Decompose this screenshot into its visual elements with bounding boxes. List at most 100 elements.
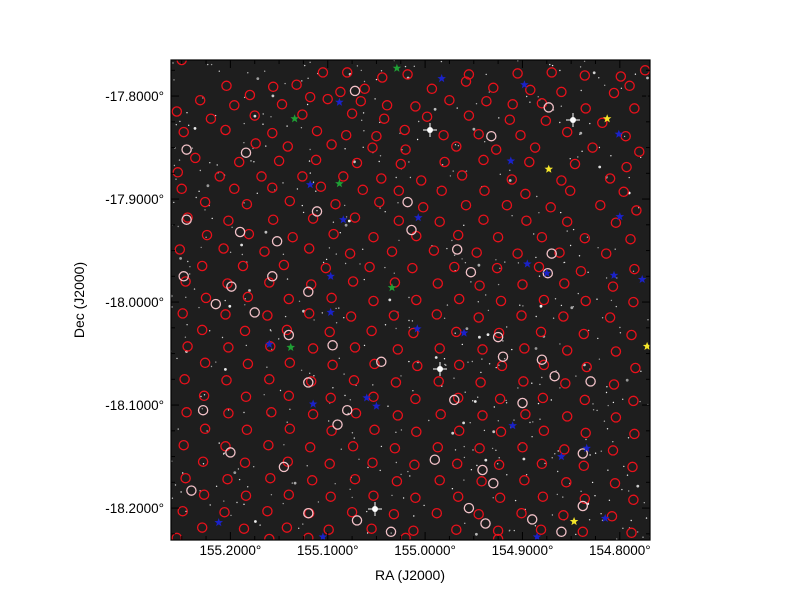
background-star — [380, 445, 383, 448]
background-star — [379, 121, 381, 124]
background-star — [626, 474, 629, 476]
red-circle-marker — [378, 113, 390, 124]
background-star — [498, 457, 500, 459]
background-star — [569, 244, 572, 247]
blue-star-marker — [557, 452, 566, 461]
background-star — [608, 499, 611, 501]
background-star — [407, 470, 409, 473]
source-markers — [171, 60, 650, 540]
red-circle-marker — [604, 312, 616, 323]
background-star — [328, 420, 330, 422]
red-circle-marker — [452, 491, 464, 502]
background-star — [286, 421, 288, 423]
background-star — [335, 307, 337, 310]
background-star — [499, 173, 501, 175]
background-star — [315, 190, 317, 192]
background-star — [237, 468, 240, 470]
background-star — [537, 96, 539, 98]
red-circle-marker — [303, 243, 315, 254]
background-star — [642, 536, 644, 538]
background-star — [340, 448, 342, 450]
x-tick-label: 154.8000° — [589, 543, 651, 558]
background-star — [506, 474, 508, 476]
background-star — [388, 298, 392, 302]
pink-circle-marker — [181, 214, 192, 225]
background-star — [409, 475, 411, 477]
background-star — [583, 60, 586, 62]
background-star — [328, 247, 331, 249]
background-star — [612, 401, 615, 404]
red-circle-marker — [395, 158, 407, 170]
background-star — [175, 124, 177, 126]
red-circle-marker — [628, 395, 639, 407]
background-star — [607, 404, 609, 407]
background-star — [230, 514, 232, 517]
background-star — [623, 135, 626, 138]
background-star — [173, 201, 175, 204]
red-circle-marker — [421, 111, 433, 122]
background-star — [293, 481, 297, 485]
background-star — [349, 399, 351, 401]
background-star — [486, 333, 490, 336]
red-circle-marker — [451, 458, 463, 470]
background-star — [579, 133, 581, 136]
background-star — [485, 73, 487, 76]
background-star — [344, 223, 348, 227]
red-circle-marker — [284, 423, 296, 435]
pink-circle-marker — [449, 394, 460, 406]
background-star — [630, 519, 632, 522]
background-star — [597, 337, 599, 340]
background-star — [640, 370, 642, 372]
red-circle-marker — [554, 247, 565, 258]
background-star — [643, 502, 645, 504]
background-star — [535, 256, 537, 259]
background-star — [601, 519, 604, 521]
background-star — [572, 228, 575, 231]
background-star — [171, 497, 174, 499]
background-star — [451, 431, 455, 435]
background-star — [477, 301, 479, 303]
background-star — [274, 189, 276, 191]
background-star — [560, 105, 562, 107]
blue-star-marker — [508, 421, 517, 430]
background-star — [434, 356, 438, 359]
red-circle-marker — [580, 427, 591, 439]
red-circle-marker — [493, 459, 505, 471]
background-star — [344, 394, 346, 397]
blue-star-marker — [265, 339, 274, 348]
red-circle-marker — [624, 80, 635, 92]
background-star — [343, 373, 345, 375]
background-star — [464, 262, 467, 264]
background-star — [393, 272, 395, 274]
background-star — [174, 484, 177, 486]
background-star — [443, 317, 446, 319]
x-tick-label: 155.0000° — [394, 543, 456, 558]
blue-star-marker — [413, 324, 422, 333]
background-star — [529, 101, 531, 103]
y-tick-label: -18.0000° — [105, 295, 164, 310]
red-circle-marker — [267, 81, 279, 93]
background-star — [177, 428, 179, 430]
background-star — [172, 62, 174, 64]
blue-star-marker — [582, 443, 591, 452]
background-star — [612, 441, 614, 443]
red-circle-marker — [229, 183, 240, 195]
background-star — [335, 322, 338, 324]
background-star — [221, 336, 224, 339]
background-star — [514, 499, 517, 502]
background-star — [195, 196, 197, 199]
background-star — [300, 127, 303, 129]
background-star — [301, 80, 303, 82]
red-circle-marker — [325, 491, 336, 502]
background-star — [551, 64, 554, 67]
background-star — [522, 305, 524, 307]
background-star — [484, 458, 488, 462]
background-star — [555, 370, 557, 372]
background-star — [526, 95, 528, 98]
blue-star-marker — [335, 97, 344, 106]
pink-circle-marker — [385, 526, 397, 538]
red-circle-marker — [580, 103, 591, 114]
background-star — [298, 300, 301, 302]
background-star — [400, 375, 402, 377]
background-star — [454, 144, 457, 146]
